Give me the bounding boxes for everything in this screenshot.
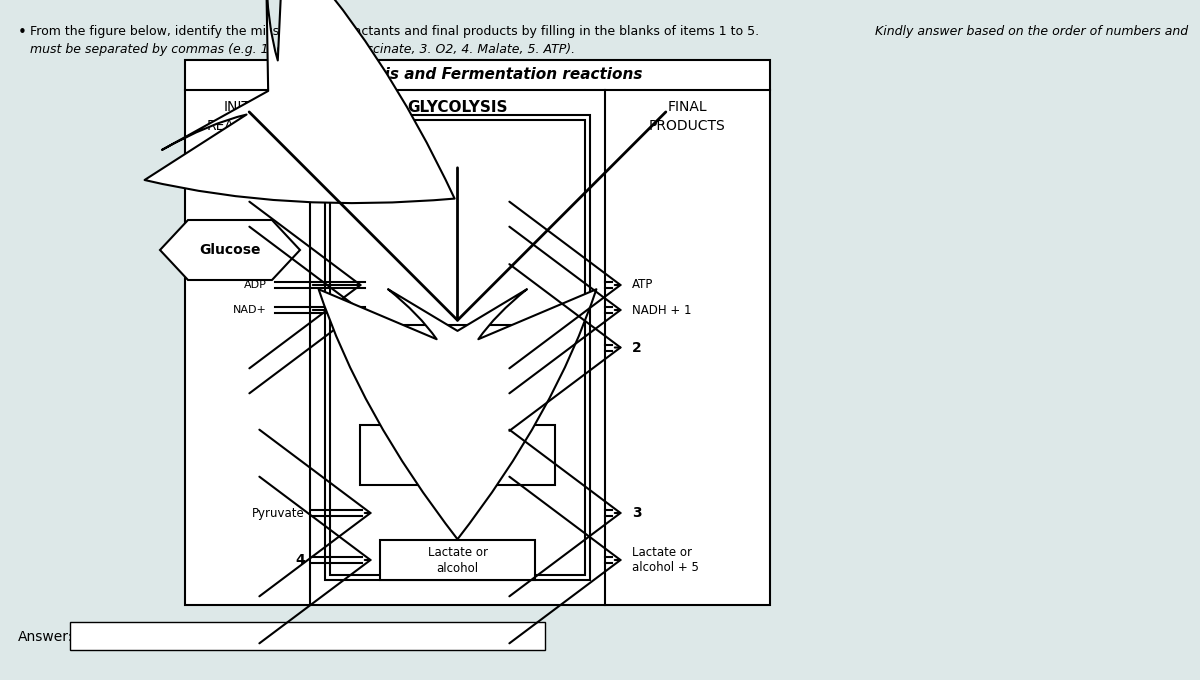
Text: From the figure below, identify the missing initial reactants and final products: From the figure below, identify the miss…: [30, 25, 763, 38]
Polygon shape: [380, 540, 535, 580]
Polygon shape: [185, 60, 770, 605]
Text: Pyruvate: Pyruvate: [252, 507, 305, 520]
Polygon shape: [390, 325, 530, 370]
Text: 2: 2: [632, 341, 642, 354]
Text: INITIAL
REACTANTS: INITIAL REACTANTS: [206, 100, 288, 133]
Text: •: •: [18, 25, 26, 40]
Text: NAD+: NAD+: [233, 305, 266, 315]
Text: 3: 3: [632, 506, 642, 520]
Text: ADP: ADP: [244, 280, 266, 290]
Polygon shape: [360, 425, 554, 485]
Text: Kindly answer based on the order of numbers and: Kindly answer based on the order of numb…: [875, 25, 1188, 38]
Text: Pyruvate: Pyruvate: [432, 341, 488, 354]
Text: Glycolysis and Fermentation reactions: Glycolysis and Fermentation reactions: [313, 67, 642, 82]
Text: ATP: ATP: [632, 279, 653, 292]
Text: Answer:: Answer:: [18, 630, 73, 644]
Text: Glucose: Glucose: [199, 243, 260, 257]
Text: GLYCOLYSIS: GLYCOLYSIS: [407, 100, 508, 115]
Polygon shape: [160, 220, 300, 280]
Text: NADH + 1: NADH + 1: [632, 303, 691, 316]
Text: Lactate or
alcohol + 5: Lactate or alcohol + 5: [632, 546, 698, 574]
Text: 4: 4: [295, 553, 305, 567]
Text: must be separated by commas (e.g. 1. Glucose, 2. Succinate, 3. O2, 4. Malate, 5.: must be separated by commas (e.g. 1. Glu…: [30, 43, 575, 56]
Text: FINAL
PRODUCTS: FINAL PRODUCTS: [649, 100, 726, 133]
Polygon shape: [70, 622, 545, 650]
Text: FERMENTATION
REACTIONS: FERMENTATION REACTIONS: [400, 440, 515, 470]
Polygon shape: [325, 115, 590, 580]
Text: Lactate or
alcohol: Lactate or alcohol: [427, 545, 487, 575]
